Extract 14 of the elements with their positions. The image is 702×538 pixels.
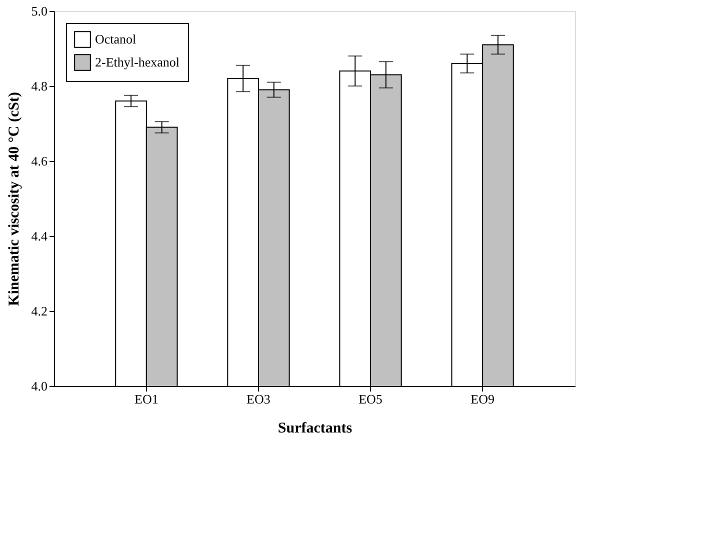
y-tick-label: 4.2: [31, 304, 48, 318]
y-tick-label: 4.8: [31, 78, 48, 94]
y-tick-label: 4.0: [31, 378, 48, 394]
legend-label: Octanol: [95, 32, 137, 46]
x-tick-label: EO1: [134, 392, 158, 406]
y-tick-label: 5.0: [31, 4, 48, 18]
y-tick-label: 4.4: [31, 228, 48, 244]
y-tick-label: 4.6: [31, 154, 48, 168]
x-axis-title: Surfactants: [278, 420, 352, 436]
legend-label: 2-Ethyl-hexanol: [95, 54, 180, 70]
x-tick-label: EO9: [470, 392, 494, 406]
x-tick-label: EO5: [358, 392, 382, 406]
x-tick-label: EO3: [246, 392, 270, 406]
y-axis-title: Kinematic viscosity at 40 °C (cSt): [6, 92, 22, 306]
